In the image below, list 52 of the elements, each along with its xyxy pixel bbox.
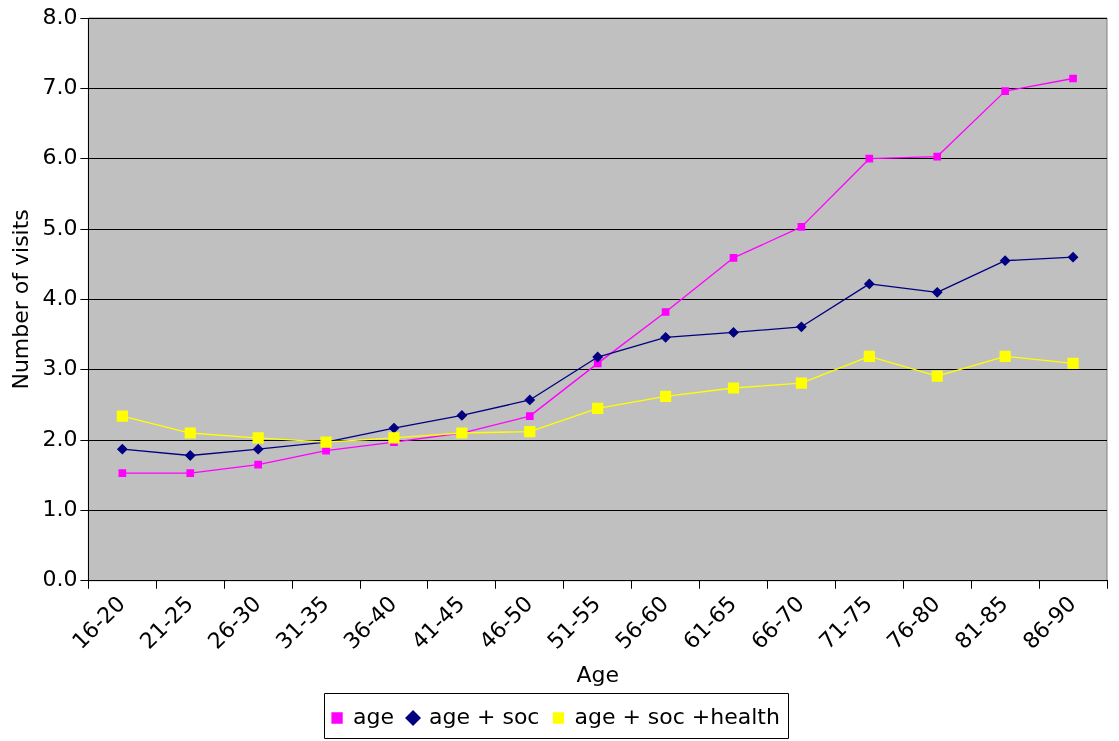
point <box>185 450 196 461</box>
point <box>592 351 603 363</box>
point <box>456 410 468 421</box>
y-tick-label: 7.0 <box>42 74 78 100</box>
point <box>864 278 875 290</box>
legend-label: age + soc <box>429 703 540 729</box>
y-tick-label: 6.0 <box>42 144 78 170</box>
legend-label: age <box>353 703 395 729</box>
point <box>796 321 807 332</box>
point <box>931 370 943 382</box>
point <box>863 350 875 362</box>
point <box>933 152 942 161</box>
point <box>729 254 738 262</box>
point <box>186 469 195 477</box>
point <box>727 382 740 394</box>
point <box>795 377 808 389</box>
point <box>524 394 535 406</box>
point <box>728 327 739 338</box>
point <box>999 255 1011 266</box>
point <box>797 223 806 231</box>
point <box>1067 252 1079 263</box>
point <box>524 426 536 438</box>
y-tick-label: 2.0 <box>42 425 78 451</box>
y-tick-label: 0.0 <box>42 566 78 592</box>
point <box>388 422 400 434</box>
y-axis-title: Number of visits <box>7 209 33 390</box>
point <box>661 308 670 316</box>
y-tick-label: 5.0 <box>42 214 78 240</box>
point <box>184 427 196 439</box>
point <box>1067 357 1079 369</box>
point <box>525 412 534 420</box>
point <box>116 410 128 422</box>
point <box>254 460 262 469</box>
legend-label: age + soc +health <box>574 703 780 729</box>
y-tick-label: 4.0 <box>42 285 78 311</box>
point <box>660 332 671 343</box>
point <box>117 444 128 455</box>
point <box>253 444 264 455</box>
point <box>865 154 874 163</box>
point <box>932 287 943 298</box>
point <box>252 432 264 444</box>
y-tick-label: 8.0 <box>42 3 78 29</box>
point <box>660 390 672 403</box>
point <box>1069 74 1077 83</box>
y-tick-label: 3.0 <box>42 355 78 381</box>
point <box>118 469 127 477</box>
x-axis-title: Age <box>576 661 619 687</box>
point <box>999 350 1011 362</box>
point <box>388 432 400 444</box>
point <box>592 402 604 414</box>
y-tick-label: 1.0 <box>42 496 78 522</box>
point <box>1001 87 1009 95</box>
